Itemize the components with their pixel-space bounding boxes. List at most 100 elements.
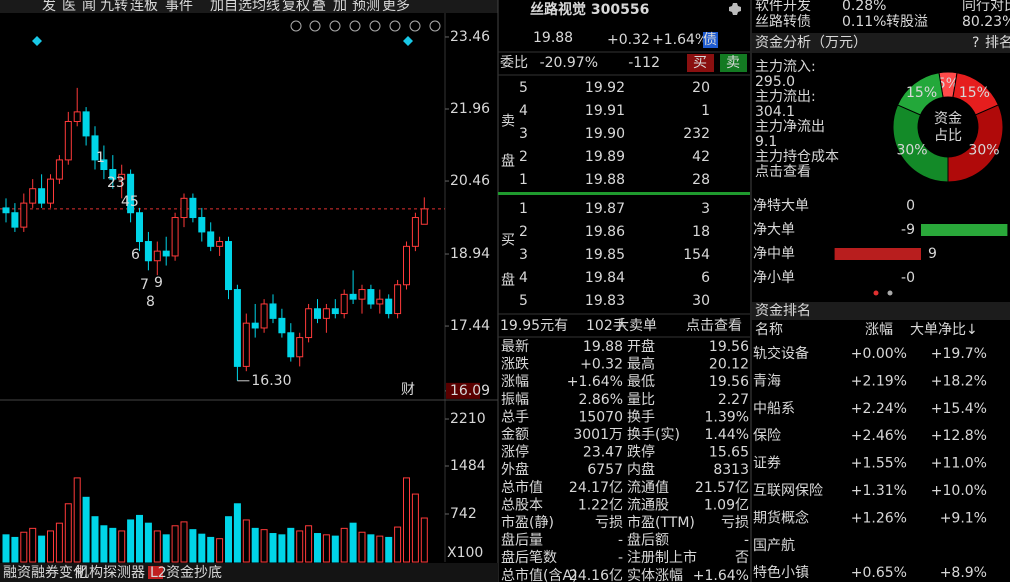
level: 4 xyxy=(519,103,528,119)
stat-label: 换手(实) xyxy=(627,426,680,443)
volume-bar xyxy=(367,534,375,563)
buy-btn[interactable] xyxy=(687,54,714,72)
stat-value: - xyxy=(618,550,623,566)
stat-value: 否 xyxy=(735,550,749,566)
pager-dot[interactable] xyxy=(873,290,879,296)
donut-label: 5% xyxy=(937,76,959,92)
tab[interactable]: L2 xyxy=(150,565,167,581)
sequence-mark: 8 xyxy=(146,294,155,310)
ranking-name[interactable]: 中船系 xyxy=(753,401,795,417)
l2-badge xyxy=(148,566,163,579)
toolbar-item[interactable]: 预测 xyxy=(352,0,380,14)
volume-bar xyxy=(136,514,143,563)
level: 3 xyxy=(519,247,528,263)
tab[interactable]: 资金抄底 xyxy=(166,565,222,581)
net-value: -9 xyxy=(901,222,915,238)
toolbar-item[interactable]: 发 xyxy=(42,0,56,14)
toolbar-item[interactable]: 复权 xyxy=(282,0,310,14)
level: 5 xyxy=(519,80,528,96)
stat-label: 实体涨幅 xyxy=(627,568,683,582)
stat-value: 2.27 xyxy=(718,392,749,408)
ranking-name[interactable]: 特色小镇 xyxy=(753,564,809,581)
tab[interactable]: 融资融券变化 xyxy=(3,565,87,581)
sequence-mark: 9 xyxy=(154,275,163,291)
toolbar-item[interactable]: 加自选 xyxy=(210,0,252,14)
candle-body xyxy=(420,208,428,225)
toolbar-item[interactable]: 医 xyxy=(62,0,76,14)
stat-label: 总手 xyxy=(501,409,529,425)
volume-bar xyxy=(189,529,197,563)
ranking-name[interactable]: 证券 xyxy=(753,456,781,472)
ranking-name[interactable]: 保险 xyxy=(753,428,781,444)
sell-btn[interactable] xyxy=(720,54,747,72)
ranking-name[interactable]: 轨交设备 xyxy=(753,345,809,362)
fund-item: 主力流入: xyxy=(755,59,816,75)
fund-title: 资金分析（万元） xyxy=(755,35,867,51)
y-tick-label: 20.46 xyxy=(450,173,490,189)
y-tick-label: 21.96 xyxy=(450,101,490,117)
toolbar-item[interactable]: 更多 xyxy=(382,0,410,14)
level-volume: 154 xyxy=(683,247,710,263)
buy-button[interactable]: 买 xyxy=(693,55,707,71)
settings-icon[interactable] xyxy=(729,3,741,15)
toolbar-item[interactable]: 连板 xyxy=(130,0,158,14)
donut-center: 占比 xyxy=(934,128,962,144)
toolbar-item[interactable]: 九转 xyxy=(100,0,128,14)
ranking-ratio: +8.9% xyxy=(940,565,987,581)
ranking-header: 名称 xyxy=(755,322,783,338)
sector-item: 转股溢 xyxy=(886,14,928,30)
tab[interactable]: 机构探测器 xyxy=(75,565,145,581)
tab-bar xyxy=(0,563,498,582)
level-volume: 232 xyxy=(683,126,710,142)
candle-body xyxy=(225,241,232,291)
stat-value: +1.64% xyxy=(693,568,749,582)
pager-dot[interactable] xyxy=(887,290,893,296)
volume-bar xyxy=(385,536,393,563)
toolbar-item[interactable]: 闻 xyxy=(82,0,96,14)
candle-body xyxy=(100,159,108,171)
fund-item[interactable]: 点击查看 xyxy=(755,164,811,180)
stat-label: 涨跌 xyxy=(501,357,529,373)
sell-side-label: 卖盘 xyxy=(499,113,515,193)
level-price: 19.85 xyxy=(585,247,625,263)
ranking-header: 大单净比↓ xyxy=(910,322,978,338)
toolbar-item[interactable]: 加 xyxy=(333,0,347,14)
toolbar-item[interactable]: 叠 xyxy=(312,0,326,14)
stat-label: 外盘 xyxy=(501,461,529,478)
stat-value: - xyxy=(744,533,749,549)
ranking-name[interactable]: 互联网保险 xyxy=(753,483,823,499)
y-tick-label: 23.46 xyxy=(450,29,490,45)
stat-value: 23.47 xyxy=(583,445,623,461)
ranking-name[interactable]: 国产航 xyxy=(753,538,795,554)
fund-rank[interactable]: 排名 xyxy=(985,35,1010,51)
stat-label: 最高 xyxy=(627,356,655,373)
sector-item: 同行对比 xyxy=(962,0,1010,14)
toolbar-item[interactable]: 事件 xyxy=(165,0,193,14)
ranking-name[interactable]: 期货概念 xyxy=(753,509,809,526)
chart-icons xyxy=(290,20,441,32)
big-order[interactable]: 点击查看 xyxy=(686,318,742,334)
candle-body xyxy=(296,337,304,358)
stat-value: 3001万 xyxy=(573,427,623,443)
level-volume: 6 xyxy=(701,270,710,286)
ranking-ratio: +11.0% xyxy=(931,456,987,472)
bond[interactable]: 债 xyxy=(703,32,717,48)
fund-item: 295.0 xyxy=(755,74,795,90)
stat-value: 亏损 xyxy=(721,515,749,531)
stat-label: 市盈(静) xyxy=(501,514,554,531)
level: 1 xyxy=(519,201,528,217)
candle-body xyxy=(189,197,197,219)
sell-button[interactable]: 卖 xyxy=(726,55,740,71)
volume-bar xyxy=(20,531,28,563)
stat-label: 涨停 xyxy=(501,444,529,461)
net-bar xyxy=(834,248,921,260)
vol-tick-label: 742 xyxy=(450,506,477,522)
level-price: 19.83 xyxy=(585,293,625,309)
stat-label: 总市值 xyxy=(501,479,543,496)
fund-item: 主力净流出 xyxy=(755,119,825,135)
candle-body xyxy=(55,159,63,180)
toolbar-item[interactable]: 均线 xyxy=(252,0,280,14)
ranking-name[interactable]: 青海 xyxy=(753,373,781,389)
volume-bar xyxy=(127,519,135,563)
level-volume: 28 xyxy=(692,172,710,188)
